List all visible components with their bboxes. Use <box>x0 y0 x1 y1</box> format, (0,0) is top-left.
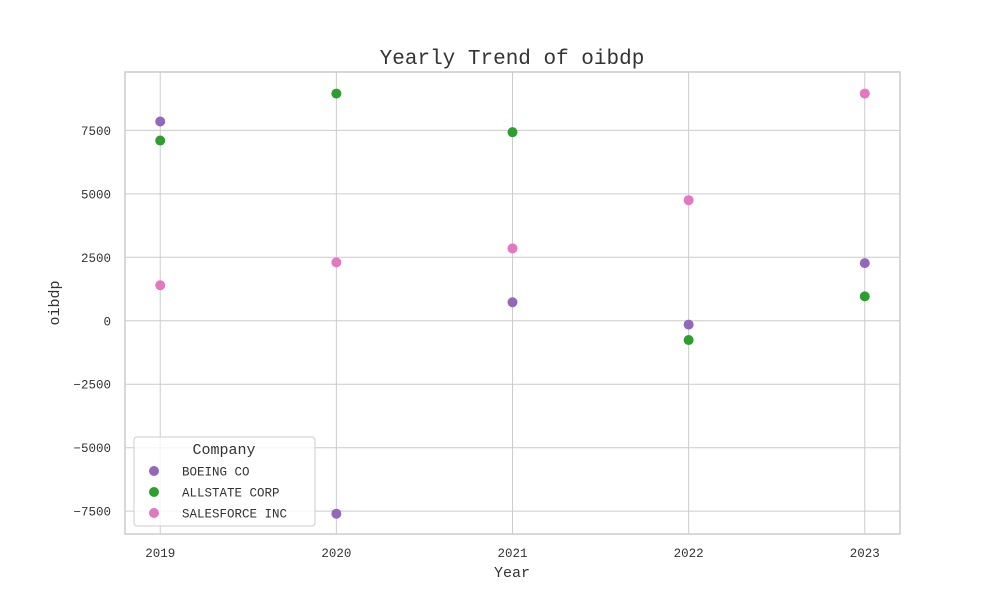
data-point <box>683 195 694 206</box>
data-point <box>859 258 870 269</box>
legend-marker <box>149 508 159 518</box>
x-axis-label: Year <box>494 565 530 582</box>
y-tick-label: 5000 <box>81 188 111 202</box>
data-point <box>683 319 694 330</box>
legend-box <box>133 436 316 527</box>
data-point <box>507 297 518 308</box>
data-point <box>859 291 870 302</box>
x-tick-label: 2023 <box>850 547 880 561</box>
y-tick-label: −2500 <box>73 379 111 393</box>
data-point <box>331 88 342 99</box>
y-tick-label: −7500 <box>73 506 111 520</box>
x-tick-label: 2019 <box>145 547 175 561</box>
data-point <box>331 508 342 519</box>
legend-items: BOEING CO ALLSTATE CORP SALESFORCE INC <box>149 466 287 522</box>
y-tick-label: 2500 <box>81 252 111 266</box>
data-point <box>507 127 518 138</box>
data-point <box>155 280 166 291</box>
legend-title: Company <box>192 442 255 459</box>
data-points <box>155 88 870 519</box>
chart-title: Yearly Trend of oibdp <box>380 48 645 71</box>
data-point <box>155 116 166 127</box>
y-axis-ticks: −7500 −5000 −2500 0 2500 5000 7500 <box>73 125 111 520</box>
data-point <box>683 335 694 346</box>
plot-frame <box>124 71 901 535</box>
data-point <box>331 257 342 268</box>
x-axis-ticks: 2019 2020 2021 2022 2023 <box>145 547 880 561</box>
data-point <box>155 135 166 146</box>
legend-label: ALLSTATE CORP <box>182 487 280 501</box>
data-point <box>507 243 518 254</box>
legend-marker <box>149 487 159 497</box>
y-tick-label: 7500 <box>81 125 111 139</box>
x-tick-label: 2020 <box>321 547 351 561</box>
x-tick-label: 2022 <box>674 547 704 561</box>
y-tick-label: 0 <box>103 315 111 329</box>
legend-marker <box>149 466 159 476</box>
legend-label: BOEING CO <box>182 466 250 480</box>
y-axis-label: oibdp <box>47 280 64 325</box>
y-tick-label: −5000 <box>73 442 111 456</box>
legend-label: SALESFORCE INC <box>182 508 287 522</box>
x-tick-label: 2021 <box>497 547 527 561</box>
legend: Company BOEING CO ALLSTATE CORP SALESFORCE… <box>133 436 316 527</box>
data-point <box>859 88 870 99</box>
